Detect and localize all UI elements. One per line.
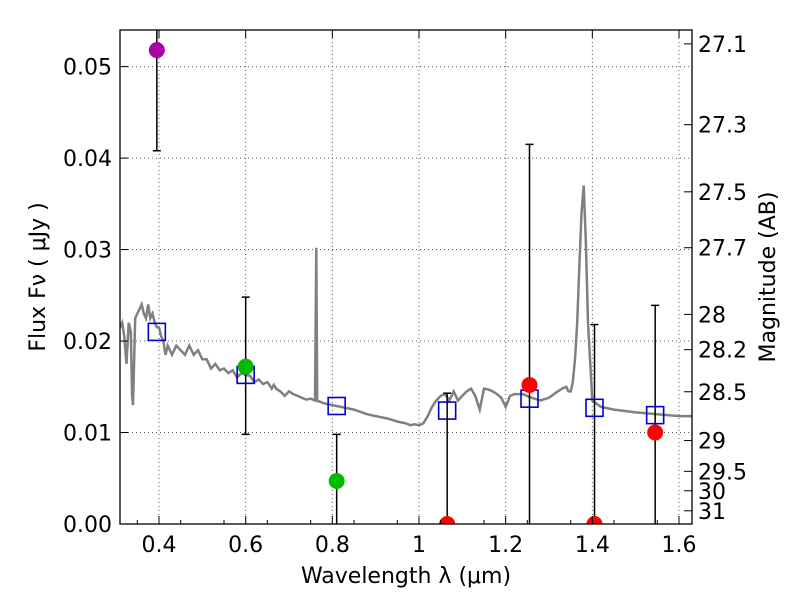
y2-axis-label: Magnitude (AB) <box>756 192 781 363</box>
tick-layer: 0.4 0.6 0.8 1 1.2 1.4 1.6 0.00 0.01 0.02 0.03 0.04 0… <box>63 30 747 558</box>
mag-tick-label: 27.7 <box>698 237 747 262</box>
mag-tick-label: 31 <box>698 500 726 525</box>
observed-point <box>521 376 538 393</box>
y-tick-label: 0.04 <box>63 147 112 172</box>
observed-point <box>586 516 603 524</box>
x-tick-label: 0.6 <box>228 533 263 558</box>
mag-tick-label: 30 <box>698 480 726 505</box>
model-square <box>147 322 167 342</box>
y-tick-label: 0.01 <box>63 422 112 447</box>
sed-template-line <box>120 185 692 427</box>
observed-point <box>148 42 165 59</box>
y-tick-label: 0.00 <box>63 513 112 538</box>
observed-point <box>237 358 254 375</box>
grid-layer <box>120 30 692 525</box>
x-tick-label: 1 <box>412 533 426 558</box>
x-tick-label: 1.2 <box>488 533 523 558</box>
model-square <box>327 396 346 416</box>
observed-point <box>328 473 345 490</box>
y-axis-label: Flux Fν ( μJy ) <box>26 202 51 351</box>
x-tick-label: 0.8 <box>315 533 350 558</box>
observed-point <box>439 516 456 524</box>
plot-layer <box>120 30 692 524</box>
x-tick-label: 1.6 <box>662 533 697 558</box>
mag-tick-label: 27.5 <box>698 181 747 206</box>
y-tick-label: 0.03 <box>63 239 112 264</box>
mag-tick-label: 29.5 <box>698 460 747 485</box>
mag-tick-label: 27.3 <box>698 114 747 139</box>
model-square <box>645 405 665 425</box>
mag-tick-label: 28 <box>698 303 726 328</box>
mag-tick-label: 27.1 <box>698 33 747 58</box>
mag-tick-label: 28.5 <box>698 381 747 406</box>
x-tick-label: 1.4 <box>575 533 610 558</box>
mag-tick-label: 28.2 <box>698 339 747 364</box>
y-tick-label: 0.05 <box>63 56 112 81</box>
x-axis-label: Wavelength λ (μm) <box>301 564 511 589</box>
mag-tick-label: 29 <box>698 430 726 455</box>
model-square <box>585 398 604 418</box>
x-tick-label: 0.4 <box>142 533 177 558</box>
plot-frame <box>119 29 693 525</box>
model-square <box>437 401 457 420</box>
observed-point <box>647 424 664 441</box>
y-tick-label: 0.02 <box>63 330 112 355</box>
